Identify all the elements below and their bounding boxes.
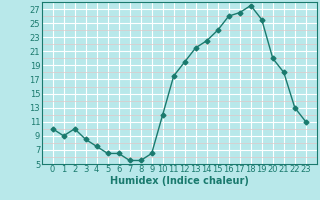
X-axis label: Humidex (Indice chaleur): Humidex (Indice chaleur) xyxy=(110,176,249,186)
